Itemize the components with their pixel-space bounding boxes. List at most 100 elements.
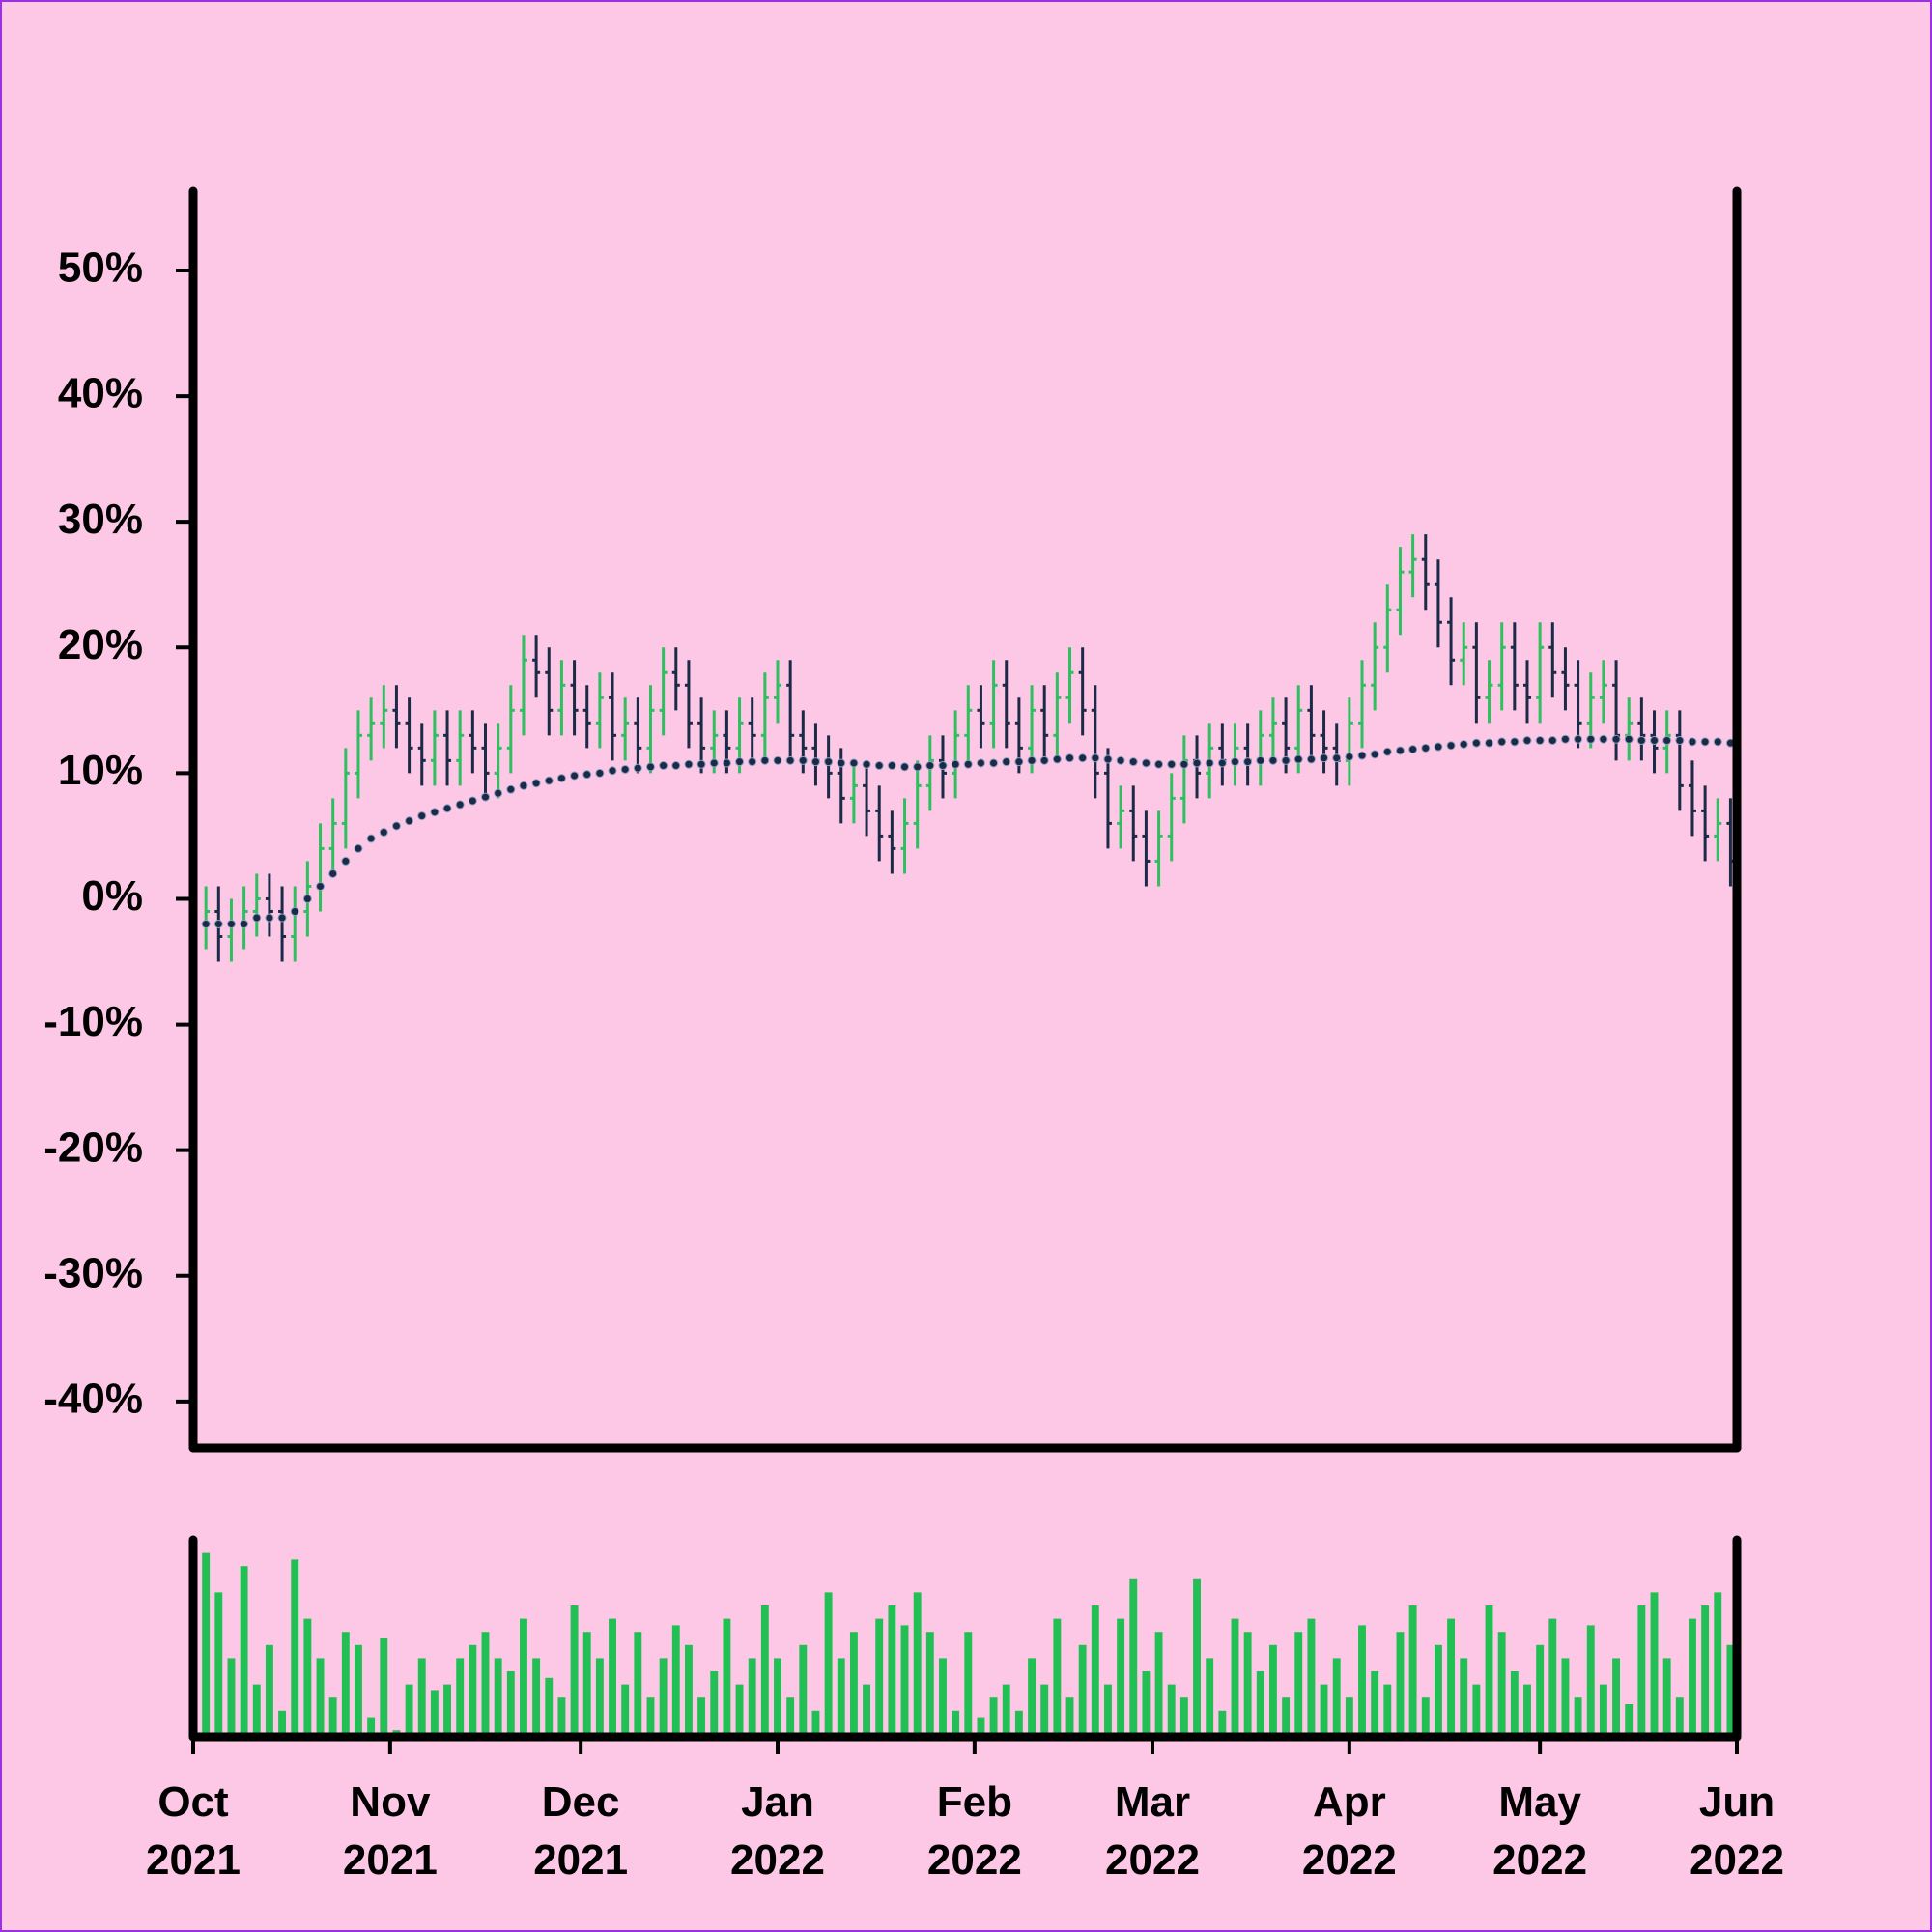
volume-bar [328,1697,337,1737]
volume-bar [1434,1644,1442,1737]
volume-bar [405,1684,413,1737]
ma-dot [1522,736,1532,746]
ma-dot [570,771,580,781]
ma-dot [1320,753,1329,763]
ma-dot [1192,758,1202,768]
volume-bar [469,1644,477,1737]
ma-dot [1560,734,1570,744]
volume-bar [1091,1605,1099,1737]
volume-bar [684,1644,693,1737]
volume-bar [710,1671,719,1737]
ma-dot [874,761,884,771]
ma-dot [265,913,274,923]
ma-dot [951,759,960,769]
volume-bar [341,1632,350,1737]
volume-bar [506,1671,515,1737]
ma-dot [976,758,985,768]
ma-dot [1459,739,1468,749]
ma-dot [442,804,452,813]
volume-bar [1586,1625,1595,1737]
volume-bar [520,1618,527,1737]
ma-dot [252,913,262,923]
ma-dot [824,757,834,767]
volume-bar [1040,1684,1049,1737]
ma-dot [1599,734,1608,744]
y-tick-label: 0% [81,872,143,920]
ma-dot [1611,734,1621,744]
volume-bar [977,1717,985,1737]
volume-bar [837,1658,845,1737]
volume-bar [811,1710,820,1737]
volume-bar [303,1618,312,1737]
volume-bar [748,1658,756,1737]
x-tick-label: May 2022 [1492,1778,1588,1884]
volume-bar [355,1644,362,1737]
volume-bar [671,1625,680,1737]
ma-dot [519,781,528,790]
ma-dot [1217,758,1227,768]
volume-bar [227,1658,236,1737]
volume-bar [1599,1684,1607,1737]
ma-dot [1103,754,1113,764]
ma-dot [1141,758,1151,768]
ma-dot [354,843,363,853]
volume-bar [1460,1658,1468,1737]
ma-dot [1586,734,1596,744]
volume-bar [1396,1632,1405,1737]
volume-bar [634,1632,642,1737]
volume-bar [278,1710,287,1737]
y-tick-label: -10% [43,998,143,1045]
volume-bar [456,1658,465,1737]
ma-dot [1382,747,1392,756]
volume-bar [202,1552,211,1737]
volume-bar [1485,1605,1493,1737]
ma-dot [1535,736,1545,746]
ma-dot [1256,755,1265,765]
volume-bar [863,1684,871,1737]
ma-dot [735,757,745,767]
ma-dot [1408,745,1418,754]
ma-dot [1065,753,1075,763]
ma-dot [531,779,541,788]
ma-dot [391,821,401,831]
ma-dot [1497,737,1507,747]
volume-bar [888,1605,896,1737]
volume-bar [913,1592,922,1737]
y-tick-label: 30% [58,496,143,543]
ma-dot [659,761,668,771]
volume-bar [557,1697,566,1737]
volume-bar [646,1697,655,1737]
volume-bar [1472,1684,1481,1737]
volume-bar [1206,1658,1214,1737]
ma-dot [379,828,388,838]
volume-bar [621,1684,630,1737]
ma-dot [1650,736,1660,746]
ma-dot [633,763,642,773]
volume-bar [1383,1684,1392,1737]
ma-dot [785,755,795,765]
ma-dot [1688,737,1697,747]
ma-dot [1002,757,1011,767]
volume-bar [1294,1632,1303,1737]
ma-dot [1116,755,1125,765]
ma-dot [913,762,923,772]
volume-bar [1662,1658,1671,1737]
ma-dot [455,800,465,810]
x-tick-label: Feb 2022 [926,1778,1022,1884]
ma-dot [696,759,706,769]
volume-bar [1231,1618,1239,1737]
y-tick-label: -20% [43,1123,143,1171]
ma-dot [887,761,896,771]
ma-dot [1154,759,1164,769]
ma-dot [989,758,999,768]
volume-bar [1193,1578,1201,1737]
volume-bar [481,1632,490,1737]
ma-dot [1243,757,1253,767]
volume-bar [1282,1697,1291,1737]
ma-dot [1395,746,1405,755]
x-tick-label: Apr 2022 [1301,1778,1397,1884]
ma-dot [1268,755,1278,765]
ma-dot [1446,741,1456,751]
